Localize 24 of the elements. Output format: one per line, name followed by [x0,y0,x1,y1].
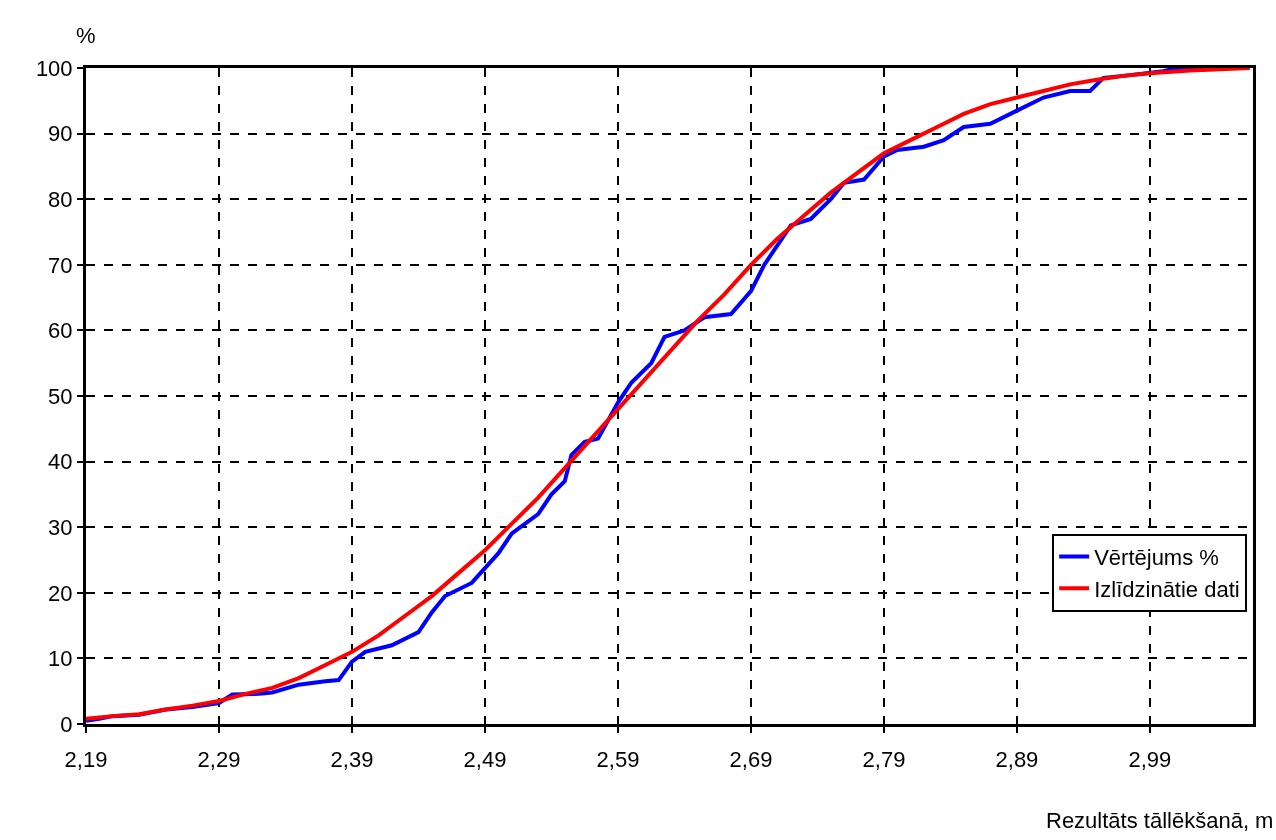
y-tick-label: 80 [48,186,73,212]
y-tick-label: 10 [48,646,73,672]
x-axis-title: Rezultāts tāllēkšanā, m [1046,808,1274,833]
legend-label: Izlīdzinātie dati [1094,576,1240,602]
x-tick-label: 2,99 [1128,747,1172,773]
y-tick-label: 20 [48,580,73,606]
x-tick-label: 2,89 [995,747,1039,773]
x-tick-label: 2,39 [330,747,374,773]
x-tick-label: 2,49 [463,747,507,773]
y-tick-label: 50 [48,383,73,409]
x-tick-label: 2,59 [596,747,640,773]
x-tick-label: 2,19 [64,747,108,773]
y-tick-label: 60 [48,318,73,344]
y-tick-label: 40 [48,449,73,475]
x-tick-label: 2,69 [729,747,773,773]
y-tick-label: 90 [48,121,73,147]
y-axis-title: % [76,23,96,48]
y-tick-label: 70 [48,252,73,278]
x-tick-label: 2,79 [862,747,906,773]
y-tick-label: 30 [48,514,73,540]
x-tick-label: 2,29 [197,747,241,773]
y-tick-label: 100 [35,55,73,81]
legend-label: Vērtējums % [1094,545,1219,571]
y-tick-label: 0 [60,711,73,737]
